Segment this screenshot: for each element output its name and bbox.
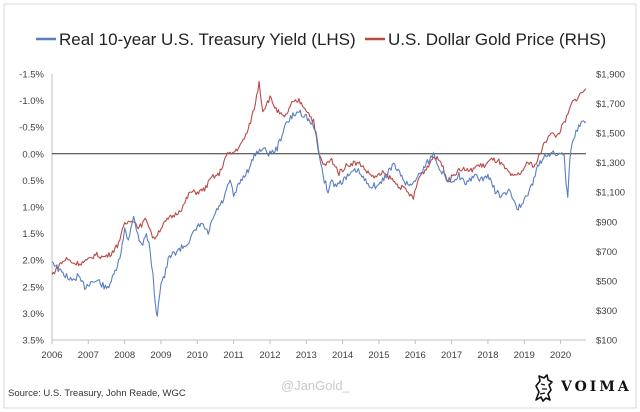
right-tick-label: $1,900 — [596, 70, 625, 81]
right-tick-label: $1,100 — [596, 188, 625, 199]
right-tick-label: $1,700 — [596, 99, 625, 110]
left-tick-label: 2.0% — [22, 256, 44, 267]
axes: -1.5% -1.0% -0.5% 0.0% 0.5% 1.0% 1.5% 2.0% 2.5% 3… — [19, 70, 625, 362]
brand-logo: VOIMA — [530, 372, 634, 404]
right-tick-label: $300 — [596, 306, 617, 317]
x-tick-label: 2015 — [368, 350, 389, 361]
left-tick-label: 2.5% — [22, 282, 44, 293]
series-layer — [51, 80, 587, 317]
chart-frame — [3, 3, 637, 409]
left-tick-label: 1.5% — [22, 229, 44, 240]
left-tick-label: -0.5% — [19, 123, 44, 134]
x-tick-label: 2020 — [550, 350, 571, 361]
legend: Real 10-year U.S. Treasury Yield (LHS) U… — [36, 30, 606, 49]
left-tick-label: 0.5% — [22, 176, 44, 187]
left-tick-label: 3.0% — [22, 309, 44, 320]
legend-label-yield: Real 10-year U.S. Treasury Yield (LHS) — [59, 30, 356, 49]
x-tick-label: 2008 — [114, 350, 135, 361]
x-tick-label: 2012 — [259, 350, 280, 361]
x-tick-label: 2019 — [514, 350, 535, 361]
x-tick-label: 2006 — [41, 350, 62, 361]
left-tick-label: -1.5% — [19, 70, 44, 81]
x-tick-label: 2013 — [296, 350, 317, 361]
x-tick-label: 2018 — [477, 350, 498, 361]
watermark: @JanGold_ — [281, 378, 350, 393]
x-tick-label: 2010 — [187, 350, 208, 361]
x-tick-label: 2016 — [405, 350, 426, 361]
x-tick-label: 2017 — [441, 350, 462, 361]
x-tick-label: 2014 — [332, 350, 353, 361]
series-line-gold — [51, 80, 587, 275]
right-tick-label: $100 — [596, 336, 617, 347]
left-tick-label: 3.5% — [22, 336, 44, 347]
x-tick-label: 2009 — [150, 350, 171, 361]
right-tick-label: $700 — [596, 247, 617, 258]
right-tick-label: $500 — [596, 276, 617, 287]
right-tick-label: $900 — [596, 217, 617, 228]
series-line-yield — [51, 109, 587, 317]
right-tick-label: $1,300 — [596, 158, 625, 169]
source-note: Source: U.S. Treasury, John Reade, WGC — [8, 388, 186, 399]
x-tick-label: 2011 — [223, 350, 243, 361]
left-tick-label: 0.0% — [22, 149, 44, 160]
left-tick-label: 1.0% — [22, 203, 44, 214]
legend-label-gold: U.S. Dollar Gold Price (RHS) — [388, 30, 606, 49]
brand-name: VOIMA — [561, 379, 632, 395]
lion-rampant-icon — [535, 374, 553, 402]
right-tick-label: $1,500 — [596, 129, 625, 140]
left-tick-label: -1.0% — [19, 96, 44, 107]
x-tick-label: 2007 — [78, 350, 99, 361]
